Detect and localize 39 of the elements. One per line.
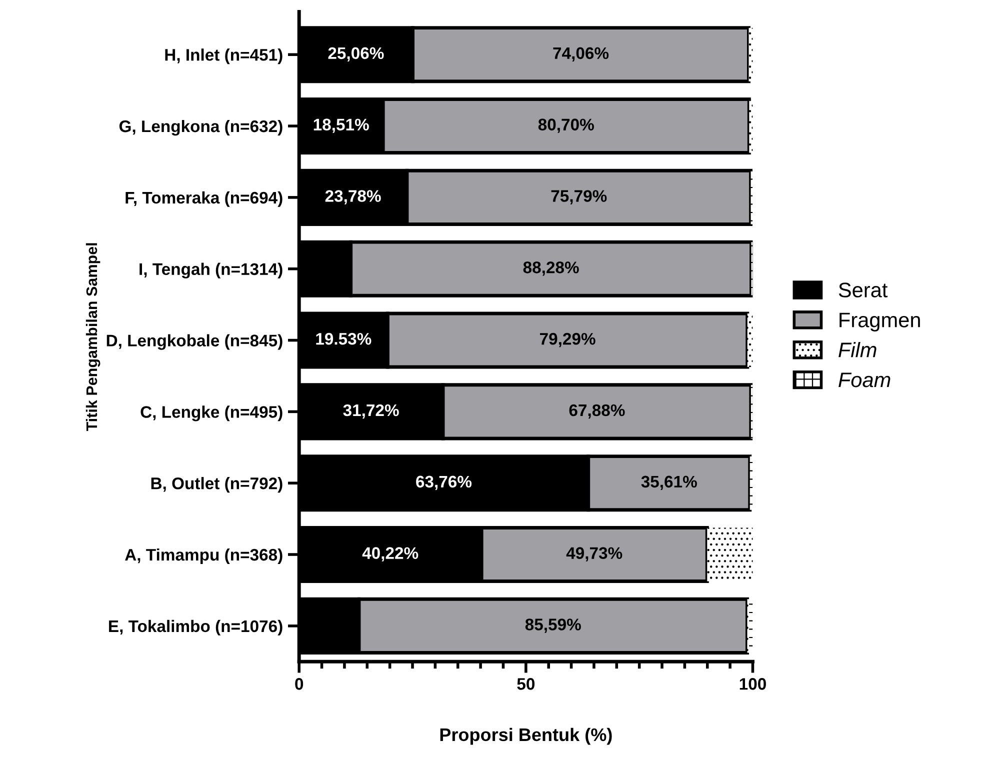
- bar: [749, 99, 753, 153]
- data-label: 80,70%: [538, 118, 594, 133]
- legend-label: Fragmen: [840, 312, 920, 332]
- x-axis-title: Proporsi Bentuk (%): [440, 728, 612, 745]
- data-label: 85,59%: [525, 618, 581, 633]
- y-tick-label: E, Tokalimbo (n=1076): [109, 620, 282, 636]
- data-label: 31,72%: [343, 404, 399, 419]
- bar: [747, 313, 753, 368]
- data-label: 63,76%: [416, 476, 472, 490]
- data-label: 25,06%: [328, 47, 384, 62]
- y-tick-label: I, Tengah (n=1314): [140, 262, 282, 278]
- data-label: 18,51%: [314, 118, 369, 133]
- legend-label: Film: [838, 342, 876, 358]
- x-tick-label: 50: [517, 678, 535, 690]
- data-label: 67,88%: [569, 404, 625, 419]
- data-label: 49,73%: [566, 547, 622, 562]
- data-label: 79,29%: [540, 332, 596, 348]
- data-label: 88,28%: [523, 262, 579, 276]
- legend-label: Serat: [838, 282, 888, 298]
- data-label: 40,22%: [362, 547, 418, 562]
- data-label: 19.53%: [316, 332, 372, 345]
- bar: [707, 528, 753, 582]
- bar: [748, 28, 753, 82]
- x-tick-label: 100: [740, 678, 766, 690]
- y-tick-label: H, Inlet (n=451): [165, 48, 282, 64]
- y-tick-label: C, Lengke (n=495): [140, 406, 282, 422]
- y-tick-label: B, Outlet (n=792): [151, 477, 282, 493]
- bar: [750, 456, 753, 510]
- y-tick-label: D, Lengkobale (n=845): [106, 334, 282, 350]
- x-tick-label: 0: [295, 678, 304, 690]
- y-tick-label: A, Timampu (n=368): [125, 548, 282, 564]
- y-tick-label: F, Tomeraka (n=694): [126, 191, 282, 207]
- data-label: 75,79%: [551, 190, 607, 204]
- y-tick-label: G, Lengkona (n=632): [119, 120, 282, 136]
- data-label: 74,06%: [553, 47, 609, 62]
- y-axis-title: Titik Pengambilan Sampel: [86, 243, 100, 432]
- legend-label: Foam: [838, 372, 890, 388]
- data-label: 35,61%: [641, 476, 697, 490]
- data-label: 23,78%: [325, 190, 381, 204]
